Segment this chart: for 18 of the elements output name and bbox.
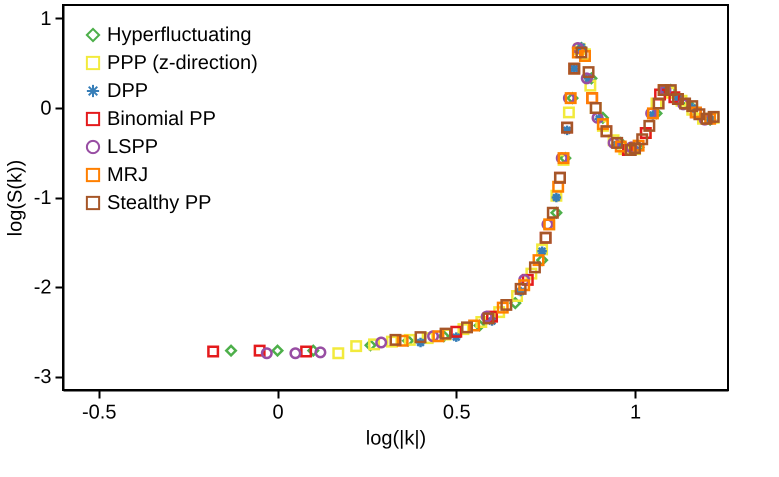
- y-tick-label: -1: [34, 187, 52, 209]
- legend-label: Stealthy PP: [107, 192, 212, 214]
- y-tick-label: -2: [34, 276, 52, 299]
- y-tick-label: -3: [34, 366, 52, 388]
- x-axis-title: log(|k|): [366, 428, 426, 450]
- legend-label: LSPP: [107, 136, 158, 158]
- x-tick-label: 1: [630, 402, 642, 424]
- legend-label: Hyperfluctuating: [107, 24, 252, 46]
- legend-label: DPP: [107, 80, 148, 102]
- legend-label: MRJ: [107, 164, 148, 186]
- x-tick-label: -0.5: [82, 402, 116, 424]
- y-axis-title: log(S(k)): [4, 160, 27, 236]
- legend-label: Binomial PP: [107, 108, 216, 130]
- legend-label: PPP (z-direction): [107, 52, 258, 74]
- y-tick-label: 1: [40, 8, 52, 30]
- x-tick-label: 0.5: [442, 402, 471, 424]
- y-tick-label: 0: [40, 97, 52, 120]
- x-tick-label: 0: [272, 402, 284, 424]
